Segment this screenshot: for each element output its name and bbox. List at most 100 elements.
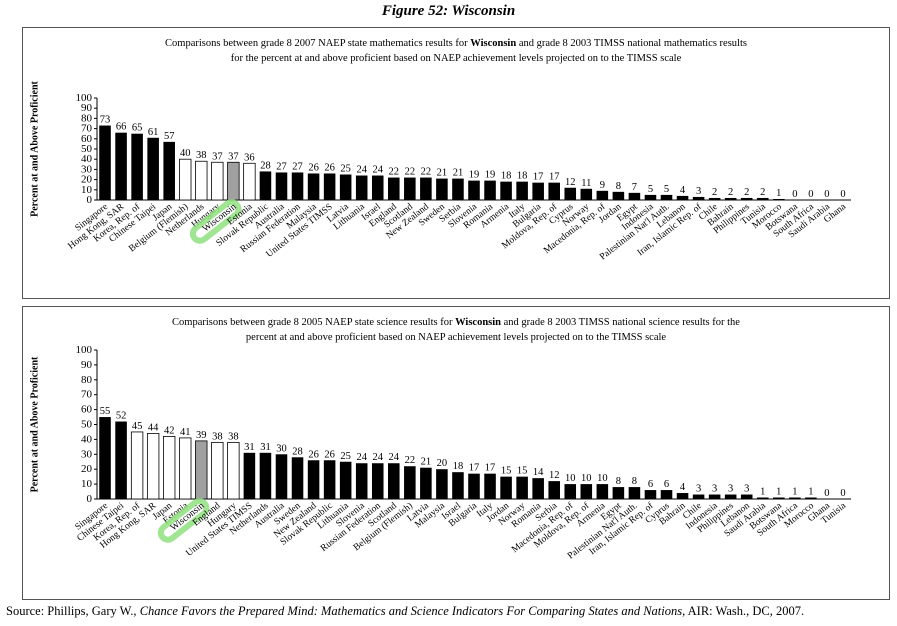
bar-timss bbox=[756, 497, 769, 499]
math-title-part-2: and grade 8 2003 TIMSS national mathemat… bbox=[516, 38, 747, 49]
bar-value-label: 57 bbox=[164, 131, 175, 142]
bar-timss bbox=[532, 478, 544, 499]
bar-value-label: 24 bbox=[356, 452, 367, 463]
bar-value-label: 11 bbox=[581, 178, 591, 189]
bar-highlight bbox=[227, 161, 240, 201]
bar-timss bbox=[692, 196, 705, 200]
bar-timss bbox=[612, 487, 625, 499]
bar-timss bbox=[339, 174, 352, 200]
bar-timss bbox=[484, 473, 496, 499]
science-bar-chart: Percent at and Above Proficient010203040… bbox=[30, 344, 851, 561]
bar-timss bbox=[404, 466, 416, 499]
bar-timss bbox=[275, 454, 288, 499]
bar-timss bbox=[147, 137, 159, 200]
bar-value-label: 27 bbox=[276, 161, 287, 172]
bar-value-label: 25 bbox=[340, 164, 351, 175]
bar-value-label: 24 bbox=[389, 452, 400, 463]
figure-title: Figure 52: Wisconsin bbox=[381, 3, 516, 19]
bar-value-label: 18 bbox=[453, 461, 464, 472]
bar-timss bbox=[99, 125, 111, 200]
bar-timss bbox=[371, 175, 384, 200]
bar-timss bbox=[724, 494, 737, 499]
bar-value-label: 26 bbox=[308, 162, 319, 173]
bar-value-label: 2 bbox=[712, 187, 717, 198]
bar-timss bbox=[468, 473, 480, 499]
bar-timss bbox=[580, 484, 593, 499]
bar-value-label: 18 bbox=[517, 171, 528, 182]
bar-value-label: 19 bbox=[485, 170, 496, 181]
source-title: Chance Favors the Prepared Mind: Mathema… bbox=[139, 604, 683, 618]
bar-timss bbox=[692, 494, 705, 499]
bar-timss bbox=[291, 457, 304, 499]
bar-timss bbox=[660, 194, 673, 200]
y-tick-label: 0 bbox=[87, 493, 93, 505]
bar-timss bbox=[339, 461, 352, 499]
bar-value-label: 17 bbox=[485, 463, 496, 474]
bar-value-label: 38 bbox=[228, 431, 239, 442]
bar-value-label: 22 bbox=[389, 167, 400, 178]
bar-value-label: 21 bbox=[453, 168, 464, 179]
bar-timss bbox=[115, 421, 127, 499]
bar-value-label: 0 bbox=[840, 189, 845, 200]
bar-value-label: 26 bbox=[308, 449, 319, 460]
bar-timss bbox=[371, 463, 384, 499]
bar-value-label: 55 bbox=[100, 406, 111, 417]
bar-timss bbox=[468, 180, 480, 200]
math-chart-panel: Comparisons between grade 8 2007 NAEP st… bbox=[22, 27, 890, 299]
bar-timss bbox=[708, 494, 721, 499]
bar-value-label: 38 bbox=[196, 150, 207, 161]
bar-value-label: 27 bbox=[292, 161, 303, 172]
bar-timss bbox=[259, 171, 272, 200]
bar-naep bbox=[227, 441, 240, 500]
bar-timss bbox=[355, 175, 368, 200]
bar-timss bbox=[420, 467, 432, 499]
bar-value-label: 26 bbox=[324, 162, 335, 173]
y-tick-label: 30 bbox=[81, 163, 93, 175]
bar-timss bbox=[99, 417, 111, 499]
bar-value-label: 2 bbox=[744, 187, 749, 198]
bar-value-label: 37 bbox=[212, 151, 223, 162]
y-tick-label: 80 bbox=[81, 374, 93, 386]
math-chart-title: Comparisons between grade 8 2007 NAEP st… bbox=[23, 36, 889, 66]
bar-value-label: 21 bbox=[437, 168, 448, 179]
bar-timss bbox=[596, 484, 609, 499]
bar-timss bbox=[291, 172, 304, 200]
bar-timss bbox=[452, 472, 464, 499]
bar-value-label: 52 bbox=[116, 411, 127, 422]
bar-timss bbox=[580, 188, 593, 200]
bar-naep bbox=[163, 436, 176, 500]
bar-value-label: 3 bbox=[744, 484, 749, 495]
y-tick-label: 30 bbox=[81, 448, 93, 460]
bar-timss bbox=[243, 452, 256, 499]
bar-timss bbox=[740, 197, 753, 200]
bar-value-label: 61 bbox=[148, 127, 159, 138]
bar-naep bbox=[243, 162, 256, 201]
bar-value-label: 8 bbox=[616, 181, 621, 192]
bar-value-label: 3 bbox=[712, 484, 717, 495]
math-title-line-2: for the percent at and above proficient … bbox=[230, 53, 682, 64]
bar-timss bbox=[548, 481, 560, 499]
bar-timss bbox=[805, 497, 817, 499]
y-axis-label: Percent at and Above Proficient bbox=[30, 80, 41, 216]
bar-timss bbox=[789, 497, 801, 499]
y-tick-label: 20 bbox=[81, 174, 93, 186]
bar-value-label: 1 bbox=[760, 487, 765, 498]
bar-naep bbox=[195, 160, 208, 201]
bar-timss bbox=[436, 469, 448, 499]
bar-value-label: 4 bbox=[680, 185, 686, 196]
bar-timss bbox=[404, 177, 416, 200]
bar-value-label: 65 bbox=[132, 123, 143, 134]
bar-value-label: 24 bbox=[372, 165, 383, 176]
science-title-state: Wisconsin bbox=[455, 317, 502, 328]
bar-timss bbox=[307, 173, 320, 200]
bar-value-label: 25 bbox=[340, 451, 351, 462]
bar-value-label: 45 bbox=[132, 421, 143, 432]
bar-value-label: 31 bbox=[260, 442, 271, 453]
bar-value-label: 1 bbox=[776, 487, 781, 498]
bar-value-label: 10 bbox=[581, 473, 592, 484]
bar-timss bbox=[307, 460, 320, 499]
bar-timss bbox=[355, 463, 368, 499]
bar-value-label: 3 bbox=[696, 484, 701, 495]
bar-timss bbox=[388, 177, 400, 200]
bar-timss bbox=[644, 194, 657, 200]
